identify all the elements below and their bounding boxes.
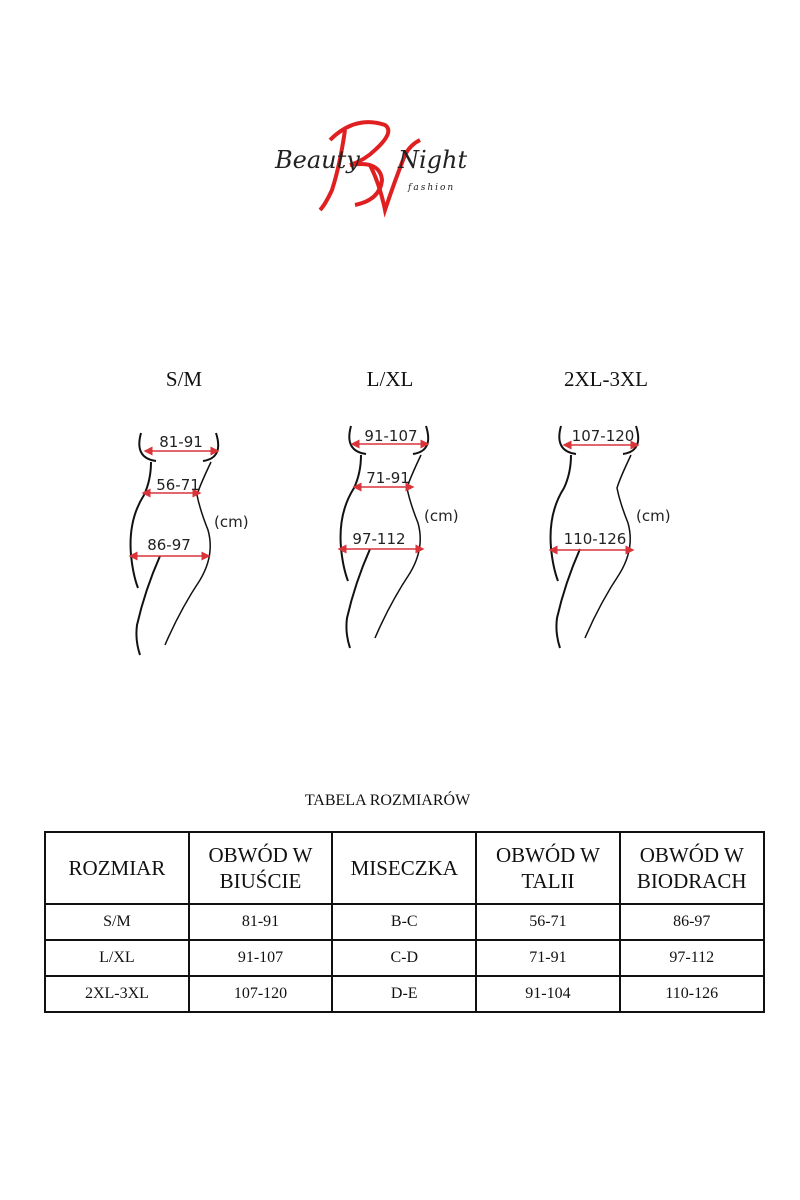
table-cell: 71-91	[475, 939, 621, 977]
header-cell: MISECZKA	[331, 831, 478, 905]
hips-label: 97-112	[352, 530, 405, 548]
size-table: ROZMIAR OBWÓD W BIUŚCIE MISECZKA OBWÓD W…	[44, 831, 766, 1013]
header-cell: OBWÓD W BIUŚCIE	[187, 831, 334, 905]
unit-label: (cm)	[424, 507, 459, 525]
waist-label: 71-91	[366, 469, 410, 487]
body-outline	[339, 425, 430, 649]
table-cell: 2XL-3XL	[44, 975, 190, 1013]
waist-label: 56-71	[156, 476, 200, 494]
table-cell: 86-97	[618, 903, 766, 941]
header-cell: OBWÓD W BIODRACH	[618, 831, 766, 905]
body-outline	[549, 425, 640, 649]
body-measurement-figures: 81-91 56-71 86-97 (cm) 91-107 71-91 97-1…	[128, 425, 671, 656]
svg-text:Beauty: Beauty	[274, 146, 360, 174]
unit-label: (cm)	[636, 507, 671, 525]
figure-sm: 81-91 56-71 86-97 (cm)	[128, 432, 249, 656]
table-row: 2XL-3XL 107-120 D-E 91-104 110-126	[44, 975, 766, 1013]
size-title-sm: S/M	[165, 367, 203, 391]
header-cell: ROZMIAR	[44, 831, 190, 905]
svg-text:Night: Night	[397, 146, 467, 174]
bust-label: 107-120	[572, 427, 635, 445]
brand-logo: Beauty Night fashion	[274, 120, 467, 218]
hips-label: 110-126	[564, 530, 627, 548]
hips-label: 86-97	[147, 536, 191, 554]
table-cell: 107-120	[187, 975, 334, 1013]
unit-label: (cm)	[214, 513, 249, 531]
size-title-lxl: L/XL	[366, 367, 414, 391]
figure-lxl: 91-107 71-91 97-112 (cm)	[337, 425, 459, 649]
table-cell: 110-126	[618, 975, 766, 1013]
table-cell: L/XL	[44, 939, 190, 977]
table-cell: B-C	[331, 903, 478, 941]
table-cell: 56-71	[475, 903, 621, 941]
figure-2xl3xl: 107-120 110-126 (cm)	[548, 425, 671, 649]
svg-text:fashion: fashion	[407, 183, 455, 193]
header-cell: OBWÓD W TALII	[475, 831, 621, 905]
table-cell: D-E	[331, 975, 478, 1013]
table-cell: S/M	[44, 903, 190, 941]
table-cell: 81-91	[187, 903, 334, 941]
size-title-2xl3xl: 2XL-3XL	[564, 367, 648, 391]
table-header-row: ROZMIAR OBWÓD W BIUŚCIE MISECZKA OBWÓD W…	[44, 831, 766, 905]
table-row: S/M 81-91 B-C 56-71 86-97	[44, 903, 766, 941]
table-cell: C-D	[331, 939, 478, 977]
table-cell: 91-104	[475, 975, 621, 1013]
bust-label: 81-91	[159, 433, 203, 451]
table-cell: 97-112	[618, 939, 766, 977]
table-cell: 91-107	[187, 939, 334, 977]
table-row: L/XL 91-107 C-D 71-91 97-112	[44, 939, 766, 977]
table-title: TABELA ROZMIARÓW	[304, 792, 471, 809]
bust-label: 91-107	[364, 427, 417, 445]
